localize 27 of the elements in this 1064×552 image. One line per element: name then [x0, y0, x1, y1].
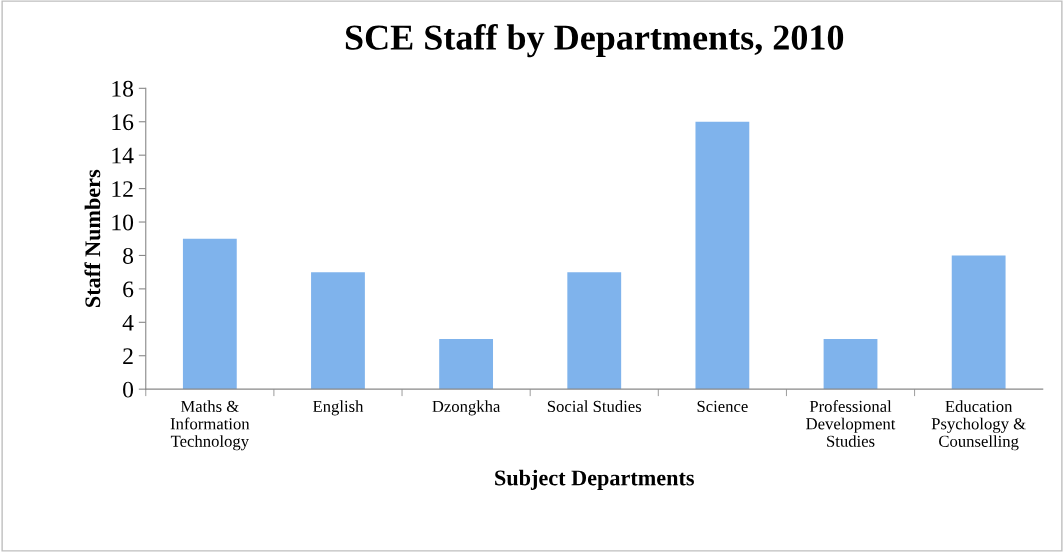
bar [951, 255, 1006, 390]
bar [439, 339, 494, 390]
x-tick-label: Maths & Information Technology [170, 400, 250, 451]
x-tick-label: Professional Development Studies [806, 400, 896, 447]
x-tick-label: Dzongkha [432, 400, 501, 416]
bar [567, 272, 622, 390]
y-tick-label: 4 [122, 314, 134, 331]
y-tick-label: 12 [112, 181, 133, 197]
y-tick-label: 0 [123, 381, 134, 398]
bar [182, 238, 237, 390]
x-axis-title: Subject Departments [495, 469, 694, 490]
y-tick-label: 8 [123, 247, 134, 264]
x-tick-label: Science [697, 400, 748, 412]
y-tick-label: 10 [112, 214, 134, 231]
y-tick-label: 18 [112, 80, 134, 97]
x-tick-label: Social Studies [547, 400, 642, 412]
y-tick-label: 14 [112, 147, 134, 164]
x-tick-label: Education Psychology & Counselling [931, 400, 1026, 451]
y-axis-title: Staff Numbers [84, 169, 101, 307]
chart-title: SCE Staff by Departments, 2010 [345, 24, 844, 58]
bar [823, 339, 878, 390]
y-tick-label: 6 [123, 281, 134, 298]
bar [695, 121, 750, 390]
x-tick-label: English [312, 400, 364, 416]
y-tick-label: 2 [123, 348, 133, 364]
bar [311, 272, 365, 390]
y-tick-label: 16 [112, 114, 134, 131]
